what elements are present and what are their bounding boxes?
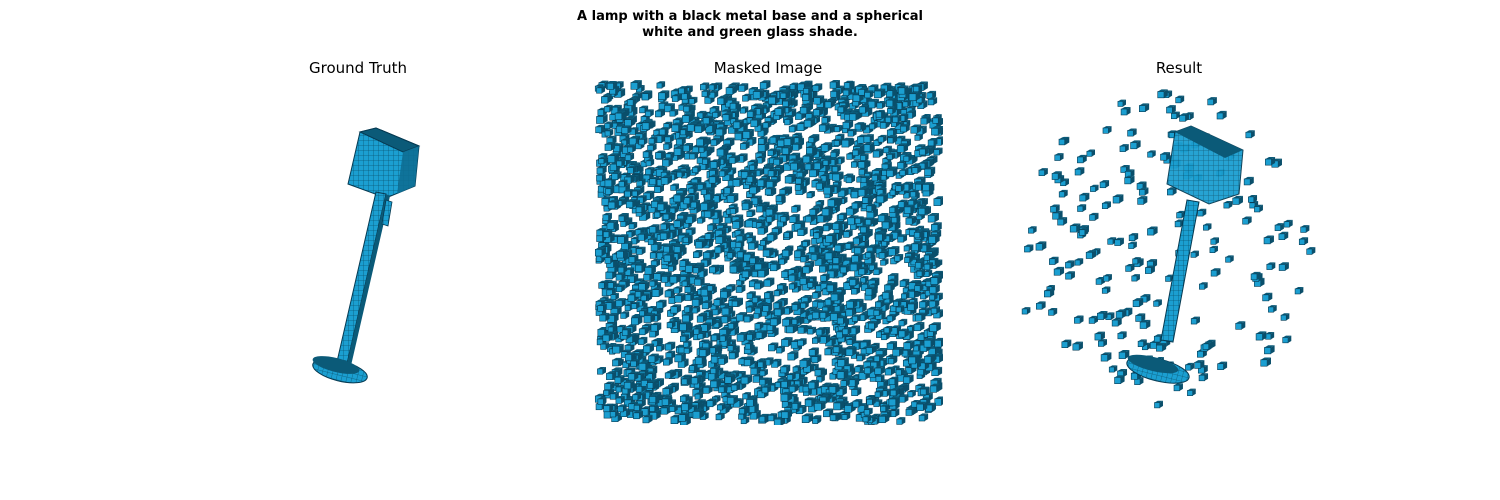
result-voxel-plot — [1021, 89, 1316, 409]
lamp-rod — [335, 191, 393, 370]
masked-image-title: Masked Image — [713, 59, 823, 77]
suptitle-line-1: A lamp with a black metal base and a sph… — [577, 9, 923, 24]
figure-suptitle: A lamp with a black metal base and a sph… — [450, 9, 1050, 41]
result-lamp-shade — [1166, 125, 1244, 205]
masked-image-voxel-plot — [594, 80, 943, 425]
result-title: Result — [1155, 59, 1203, 77]
result-lamp-rod — [1160, 199, 1200, 343]
result-lamp-base — [1126, 354, 1190, 384]
result-scattered-voxels — [1021, 89, 1316, 409]
suptitle-line-2: white and green glass shade. — [642, 25, 858, 40]
ground-truth-voxel-plot — [312, 127, 421, 384]
masked-voxel-cloud — [594, 80, 943, 425]
lamp-base — [312, 356, 368, 384]
ground-truth-title: Ground Truth — [309, 59, 407, 77]
lamp-shade — [347, 127, 421, 199]
